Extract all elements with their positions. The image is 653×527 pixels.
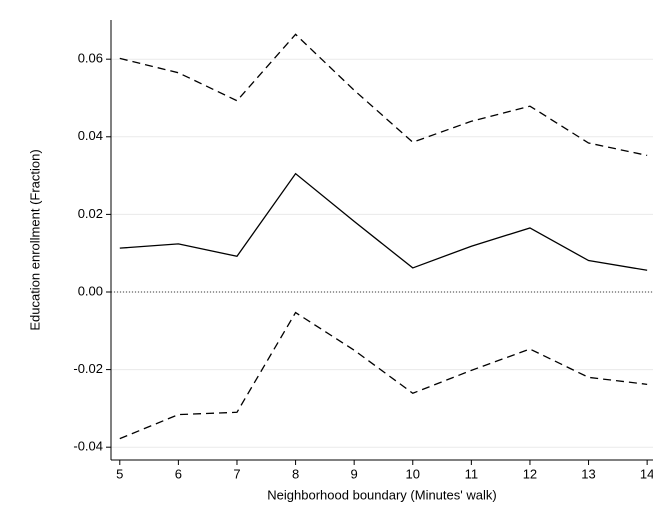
x-tick-label: 13 [581, 466, 595, 481]
y-tick-label: 0.00 [78, 283, 103, 298]
series-line [119, 172, 648, 271]
x-tick-label: 6 [175, 466, 182, 481]
y-tick-label: 0.02 [78, 206, 103, 221]
y-tick-label: 0.04 [78, 128, 103, 143]
series-line [119, 33, 648, 157]
x-tick-label: 12 [523, 466, 537, 481]
y-tick-label: 0.06 [78, 51, 103, 66]
x-tick-label: 8 [292, 466, 299, 481]
x-tick-label: 5 [116, 466, 123, 481]
x-tick-label: 11 [465, 466, 479, 481]
x-axis-label: Neighborhood boundary (Minutes' walk) [267, 487, 496, 502]
y-axis-label: Education enrollment (Fraction) [27, 149, 42, 330]
y-tick-label: -0.02 [73, 361, 103, 376]
x-tick-label: 10 [406, 466, 420, 481]
x-tick-label: 14 [640, 466, 653, 481]
series-line [119, 311, 648, 440]
y-tick-label: -0.04 [73, 439, 103, 454]
x-tick-label: 9 [351, 466, 358, 481]
x-tick-label: 7 [233, 466, 240, 481]
